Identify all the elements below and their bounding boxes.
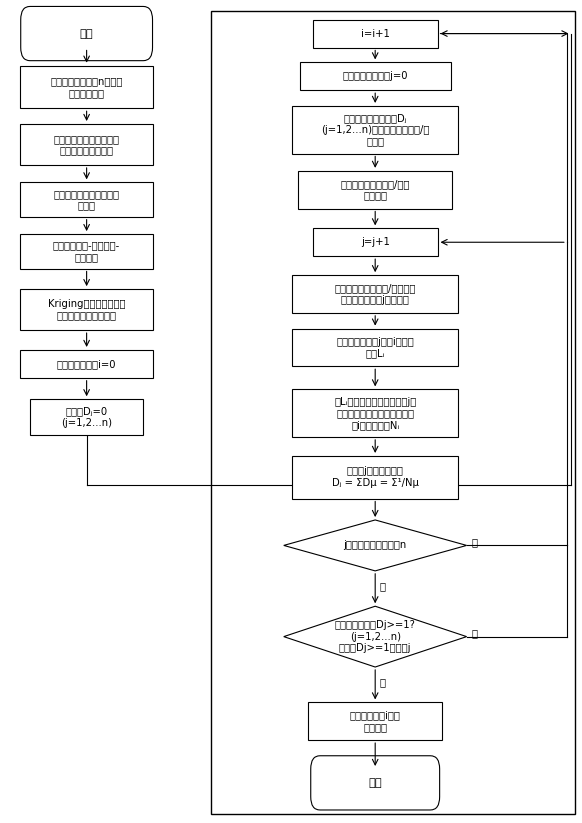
Text: 初始化Dⱼ=0
(j=1,2...n): 初始化Dⱼ=0 (j=1,2...n) (61, 407, 112, 428)
Text: i=i+1: i=i+1 (361, 29, 389, 39)
FancyBboxPatch shape (21, 7, 152, 61)
Text: 将Lᵢ代入随机抽取的零部件j的
服役寿命曲线中，获得零部件
第i次循环寿命Nᵢ: 将Lᵢ代入随机抽取的零部件j的 服役寿命曲线中，获得零部件 第i次循环寿命Nᵢ (334, 397, 416, 430)
Bar (313, 228, 438, 256)
Text: 计算不同载荷下零部件失
效概率密度分布函数: 计算不同载荷下零部件失 效概率密度分布函数 (54, 133, 120, 156)
Bar (308, 702, 442, 740)
Text: 是: 是 (380, 677, 386, 687)
Text: 扫描所有零部件损伤Dⱼ
(j=1,2...n)更新零件力学性能/装
面尺寸: 扫描所有零部件损伤Dⱼ (j=1,2...n)更新零件力学性能/装 面尺寸 (321, 113, 430, 146)
Text: 更新核主菜数字样机/数值
模型分析: 更新核主菜数字样机/数值 模型分析 (340, 179, 410, 201)
Bar (20, 66, 154, 109)
Text: 零部件循环初始化j=0: 零部件循环初始化j=0 (342, 72, 408, 81)
Bar (211, 11, 575, 814)
Bar (313, 20, 438, 48)
Text: 是: 是 (380, 581, 386, 591)
Bar (20, 350, 154, 378)
Bar (292, 275, 458, 313)
Text: 随机抽取零部件j的第i次循环
载荷Lᵢ: 随机抽取零部件j的第i次循环 载荷Lᵢ (336, 337, 414, 358)
Text: 利用核主菜数字样机/数值模型
分析获得零部件j载荷分布: 利用核主菜数字样机/数值模型 分析获得零部件j载荷分布 (335, 283, 416, 305)
Bar (30, 399, 143, 435)
Text: j=j+1: j=j+1 (361, 237, 389, 247)
Bar (20, 289, 154, 330)
Polygon shape (284, 520, 467, 571)
Text: 建立一组载荷-失效概率-
寿命样本: 建立一组载荷-失效概率- 寿命样本 (53, 240, 120, 262)
Bar (20, 182, 154, 216)
Bar (300, 63, 450, 91)
Text: j是否等于总零部件数n: j是否等于总零部件数n (343, 541, 407, 551)
Text: 载荷循环初始化i=0: 载荷循环初始化i=0 (57, 359, 116, 369)
Text: 根据循环次数i计算
系统寿命: 根据循环次数i计算 系统寿命 (350, 710, 400, 732)
Text: 零部件j线性累积损伤
Dⱼ = ΣDμ = Σ¹/Nμ: 零部件j线性累积损伤 Dⱼ = ΣDμ = Σ¹/Nμ (332, 467, 418, 488)
Polygon shape (284, 607, 467, 667)
Text: 计算零部件寿命对应的失
效概率: 计算零部件寿命对应的失 效概率 (54, 188, 120, 211)
FancyBboxPatch shape (311, 756, 439, 810)
Bar (292, 328, 458, 366)
Text: 否: 否 (471, 537, 477, 547)
Text: 开始: 开始 (80, 29, 94, 39)
Bar (20, 124, 154, 165)
Text: 结束: 结束 (368, 778, 382, 788)
Text: 扫描零部件损伤Dj>=1?
(j=1,2...n)
标记出Dj>=1情况的j: 扫描零部件损伤Dj>=1? (j=1,2...n) 标记出Dj>=1情况的j (335, 620, 416, 653)
Text: 否: 否 (471, 628, 477, 639)
Bar (298, 170, 452, 208)
Bar (20, 234, 154, 268)
Bar (292, 456, 458, 499)
Text: 输入不同载荷下的n个零部
件的寿命样本: 输入不同载荷下的n个零部 件的寿命样本 (51, 77, 123, 98)
Bar (292, 389, 458, 437)
Bar (292, 106, 458, 154)
Text: Kriging代理模型生成零
部件概率服役寿命曲线: Kriging代理模型生成零 部件概率服役寿命曲线 (48, 299, 125, 320)
